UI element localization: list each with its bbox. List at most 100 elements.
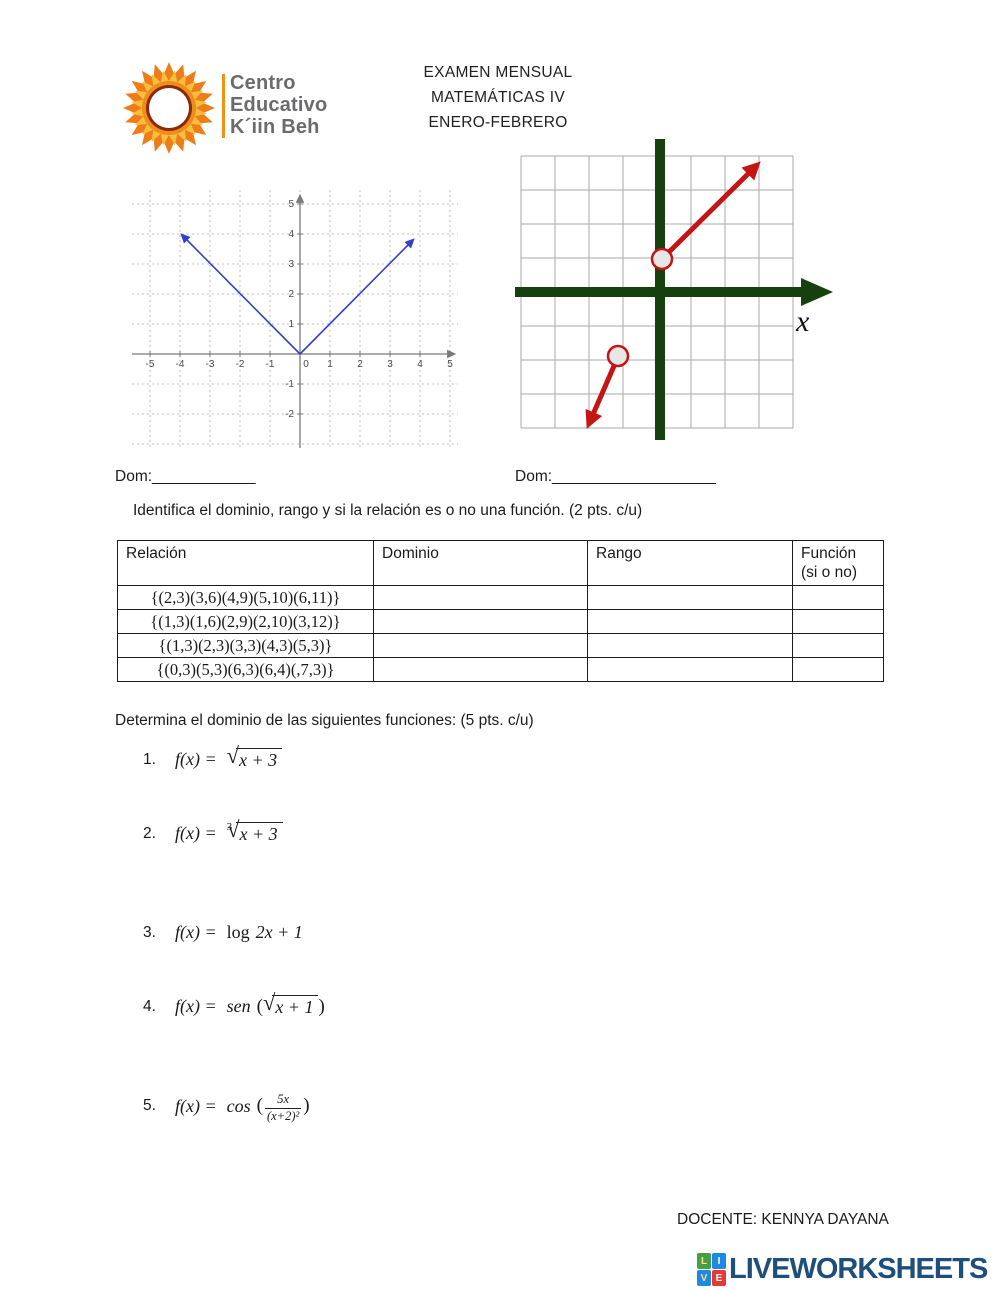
tile-letter: V	[697, 1270, 711, 1286]
radical-sign: √	[262, 990, 276, 1015]
relation-instruction: Identifica el dominio, rango y si la rel…	[133, 502, 643, 519]
liveworksheets-wordmark: LIVEWORKSHEETS	[729, 1253, 988, 1285]
y-tick-label: -1	[285, 379, 294, 390]
domain-blank-left: Dom:____________	[115, 468, 256, 485]
y-tick-label: 4	[288, 229, 294, 240]
v-graph-left-branch	[180, 233, 301, 355]
item-number: 4.	[143, 997, 156, 1015]
relation-set: {(2,3)(3,6)(4,9)(5,10)(6,11)}	[117, 585, 374, 610]
x-tick-label: 1	[327, 359, 333, 370]
function-lhs: f(x) =	[175, 823, 217, 843]
function-item-5: 5. f(x) = cos ( 5x (x+2)² )	[143, 1090, 310, 1123]
square-root: √ x + 3	[227, 744, 283, 771]
exam-title-line3: ENERO-FEBRERO	[428, 114, 568, 131]
col-header-funcion: Función (si o no)	[792, 540, 884, 586]
answer-cell-rango[interactable]	[587, 609, 793, 634]
radical-sign: √	[227, 817, 240, 842]
school-name-line2: Educativo	[230, 94, 328, 116]
function-expression: 2x + 1	[255, 922, 303, 942]
function-lhs: f(x) =	[175, 922, 217, 942]
answer-cell-funcion[interactable]	[792, 657, 884, 682]
answer-cell-dominio[interactable]	[373, 609, 588, 634]
ray-upper	[667, 161, 761, 254]
relation-set: {(1,3)(1,6)(2,9)(2,10)(3,12)}	[117, 609, 374, 634]
item-number: 5.	[143, 1097, 156, 1115]
school-name-line1: Centro	[230, 72, 296, 94]
relation-set: {(1,3)(2,3)(3,3)(4,3)(5,3)}	[117, 633, 374, 658]
root-index: 3	[226, 820, 233, 833]
open-paren: (	[256, 995, 263, 1017]
sun-icon	[123, 62, 215, 154]
school-name: Centro Educativo K´iin Beh	[230, 72, 327, 138]
radicand: x + 3	[236, 822, 283, 845]
functions-instruction: Determina el dominio de las siguientes f…	[115, 712, 534, 729]
y-tick-label: 2	[288, 289, 294, 300]
logo-divider	[222, 74, 225, 138]
exam-title-line2: MATEMÁTICAS IV	[431, 89, 565, 106]
function-item-3: 3. f(x) = log 2x + 1	[143, 922, 303, 943]
table-row: {(1,3)(1,6)(2,9)(2,10)(3,12)}	[117, 609, 884, 634]
x-tick-label: -3	[206, 359, 215, 370]
y-tick-label: 5	[288, 199, 294, 210]
table-row: {(2,3)(3,6)(4,9)(5,10)(6,11)}	[117, 585, 884, 610]
x-tick-label: 0	[303, 359, 309, 370]
ray-lower	[585, 365, 617, 429]
answer-cell-dominio[interactable]	[373, 585, 588, 610]
axis-ticks	[149, 203, 451, 415]
answer-cell-funcion[interactable]	[792, 585, 884, 610]
col-header-rango: Rango	[587, 540, 793, 586]
radicand: x + 3	[235, 748, 283, 771]
y-tick-label: 3	[288, 259, 294, 270]
answer-cell-dominio[interactable]	[373, 633, 588, 658]
liveworksheets-logo: L I V E LIVEWORKSHEETS	[697, 1253, 988, 1286]
v-graph-right-branch	[299, 238, 415, 355]
function-lhs: f(x) =	[175, 996, 217, 1016]
tile-letter: I	[712, 1253, 726, 1269]
liveworksheets-tiles-icon: L I V E	[697, 1253, 726, 1286]
x-tick-label: -5	[146, 359, 155, 370]
function-name: sen	[226, 996, 251, 1016]
abs-value-graph: -5 -4 -3 -2 -1 0 1 2 3 4 5 5 4 3 2 1 -1 …	[132, 190, 458, 448]
answer-cell-rango[interactable]	[587, 585, 793, 610]
x-axis-arrowhead	[801, 278, 833, 306]
function-name: log	[226, 922, 250, 942]
tile-letter: E	[712, 1270, 726, 1286]
item-number: 1.	[143, 750, 156, 768]
col-header-funcion-line2: (si o no)	[801, 564, 857, 581]
function-item-4: 4. f(x) = sen ( √ x + 1 )	[143, 990, 325, 1018]
function-item-1: 1. f(x) = √ x + 3	[143, 744, 283, 771]
open-paren: (	[256, 1095, 263, 1117]
answer-cell-funcion[interactable]	[792, 633, 884, 658]
col-header-dominio: Dominio	[373, 540, 588, 586]
close-paren: )	[318, 995, 325, 1017]
x-tick-label: 3	[387, 359, 393, 370]
item-number: 3.	[143, 923, 156, 941]
table-row: {(0,3)(5,3)(6,3)(6,4)(,7,3)}	[117, 657, 884, 682]
domain-blank-right: Dom:___________________	[515, 468, 716, 485]
square-root: √ x + 1	[262, 990, 319, 1018]
x-tick-label: 4	[417, 359, 423, 370]
x-tick-label: 5	[447, 359, 453, 370]
open-point-upper	[650, 247, 674, 271]
x-tick-label: -4	[176, 359, 185, 370]
cube-root: √ x + 3	[227, 817, 283, 845]
relation-set: {(0,3)(5,3)(6,3)(6,4)(,7,3)}	[117, 657, 374, 682]
school-name-line3: K´iin Beh	[230, 116, 320, 138]
x-tick-label: -2	[236, 359, 245, 370]
teacher-credit: DOCENTE: KENNYA DAYANA	[677, 1211, 889, 1228]
relations-table: Relación Dominio Rango Función (si o no)…	[117, 540, 884, 682]
answer-cell-rango[interactable]	[587, 633, 793, 658]
answer-cell-funcion[interactable]	[792, 609, 884, 634]
answer-cell-rango[interactable]	[587, 657, 793, 682]
radicand: x + 1	[272, 995, 319, 1018]
function-item-2: 2. f(x) = 3 √ x + 3	[143, 817, 283, 845]
close-paren: )	[303, 1095, 310, 1117]
numerator: 5x	[277, 1092, 290, 1106]
function-lhs: f(x) =	[175, 1095, 217, 1116]
function-name: cos	[226, 1095, 251, 1116]
col-header-funcion-line1: Función	[801, 545, 857, 562]
exam-title-line1: EXAMEN MENSUAL	[423, 64, 573, 81]
answer-cell-dominio[interactable]	[373, 657, 588, 682]
x-tick-label: 2	[357, 359, 363, 370]
